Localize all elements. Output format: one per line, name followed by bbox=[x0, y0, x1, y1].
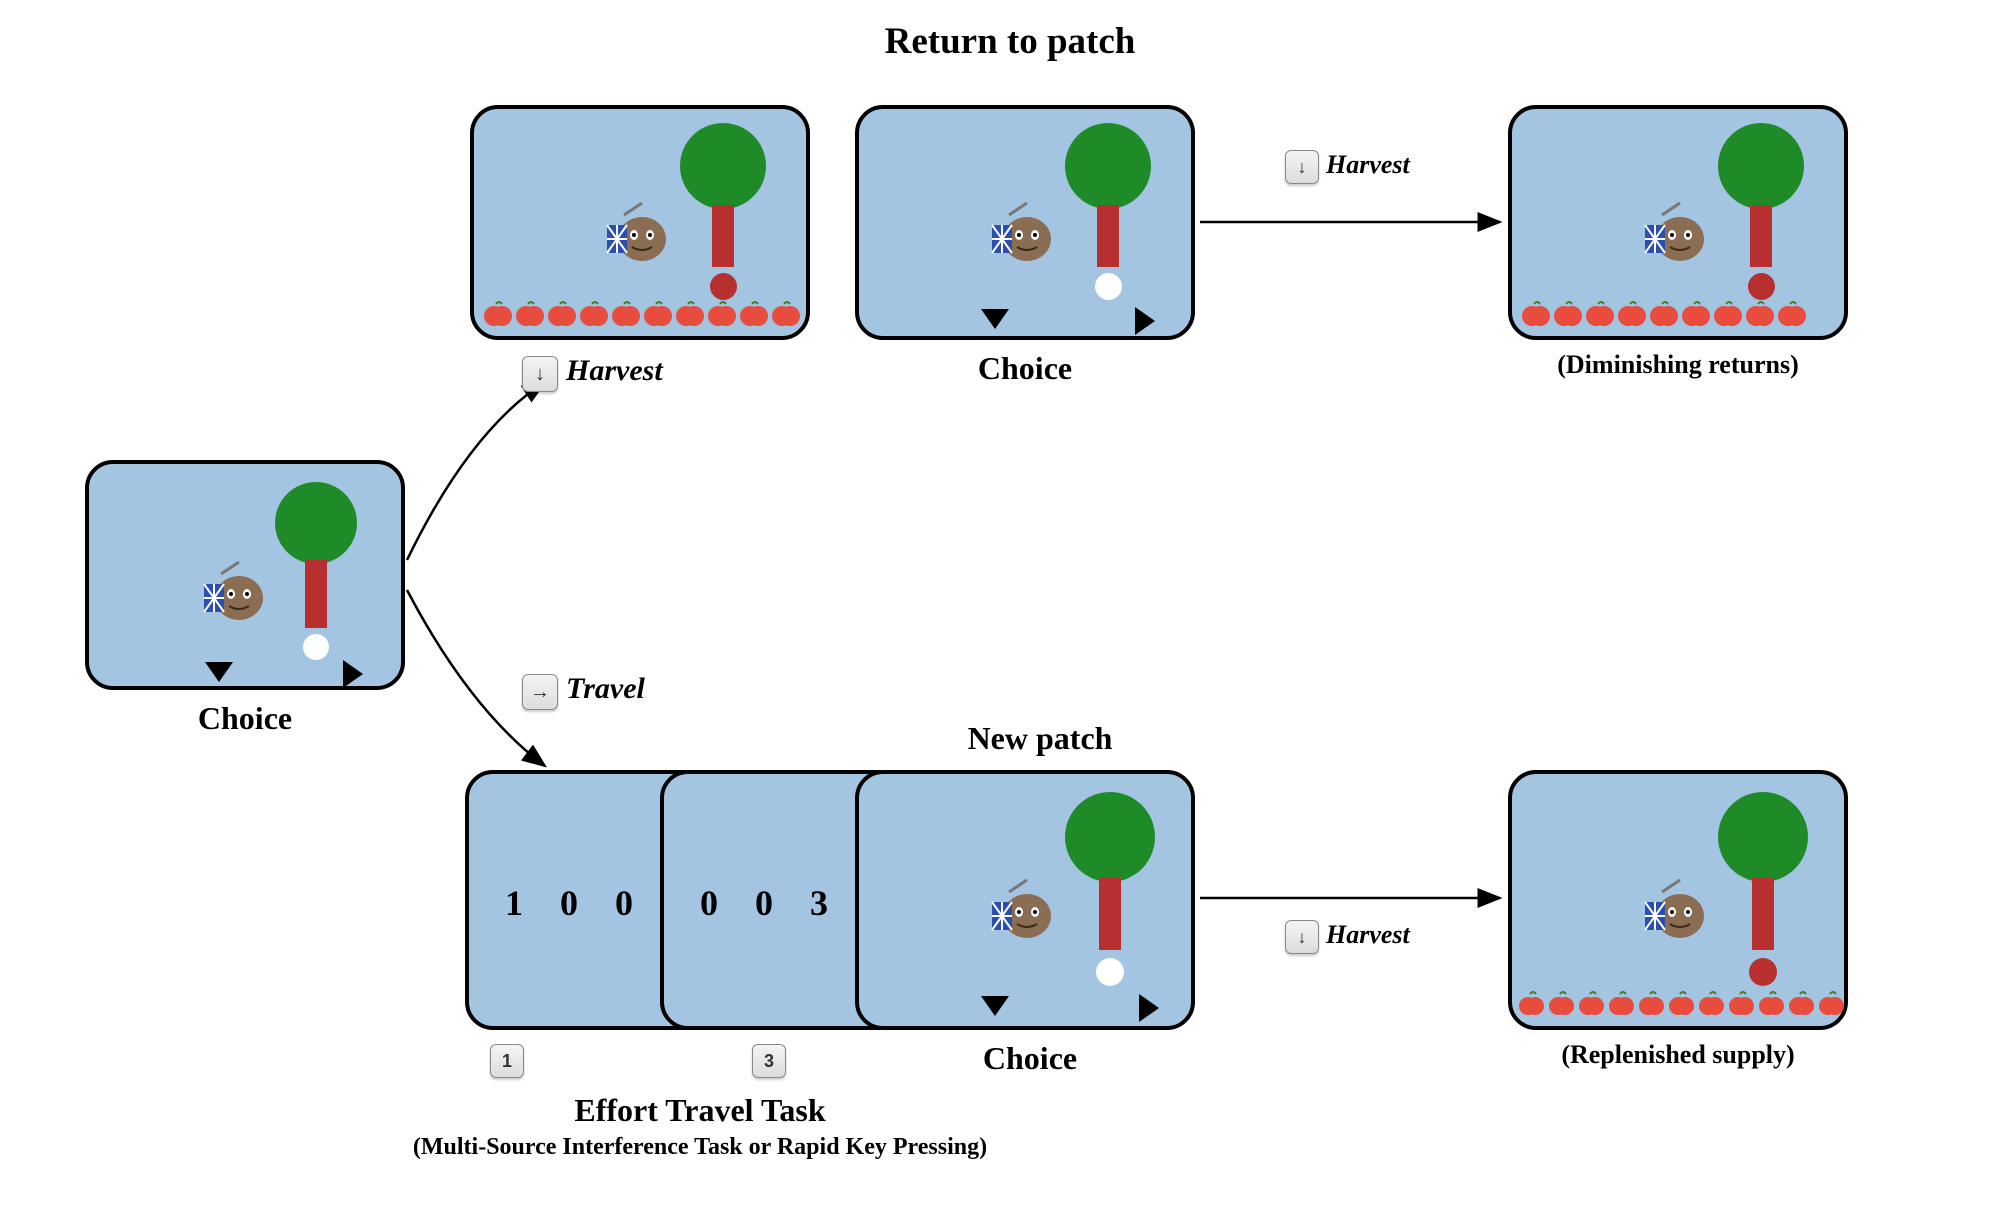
panel-choice-top bbox=[855, 105, 1195, 340]
harvest-label-3: Harvest bbox=[1326, 920, 1410, 950]
right-arrow-icon bbox=[1135, 307, 1155, 335]
fruit-dot-icon bbox=[1749, 958, 1777, 986]
down-arrow-icon bbox=[981, 996, 1009, 1016]
tree-canopy-icon bbox=[680, 123, 766, 209]
right-arrow-icon bbox=[343, 660, 363, 688]
fruit-dot-icon bbox=[1096, 958, 1124, 986]
panel-initial-choice bbox=[85, 460, 405, 690]
choice-label-bottom: Choice bbox=[870, 1040, 1190, 1077]
key-right-icon: → bbox=[522, 674, 558, 710]
harvest-label-2: Harvest bbox=[1326, 150, 1410, 180]
harvest-label-1: Harvest bbox=[566, 354, 663, 388]
tree-canopy-icon bbox=[1065, 123, 1151, 209]
tree-trunk-icon bbox=[1097, 205, 1119, 267]
key-down-icon: ↓ bbox=[1285, 150, 1319, 184]
tree-canopy-icon bbox=[1718, 123, 1804, 209]
tree-trunk-icon bbox=[305, 560, 327, 628]
fruit-dot-icon bbox=[1748, 273, 1775, 300]
tree-trunk-icon bbox=[1750, 205, 1772, 267]
avatar-icon bbox=[1640, 874, 1710, 944]
key-1-icon: 1 bbox=[490, 1044, 524, 1078]
effort-subtitle: (Multi-Source Interference Task or Rapid… bbox=[340, 1134, 1060, 1161]
tree-trunk-icon bbox=[1752, 878, 1774, 950]
avatar-icon bbox=[602, 197, 672, 267]
diminishing-label: (Diminishing returns) bbox=[1508, 350, 1848, 380]
fruit-dot-icon bbox=[303, 634, 329, 660]
choice-label-initial: Choice bbox=[85, 700, 405, 737]
effort-title: Effort Travel Task bbox=[430, 1092, 970, 1129]
avatar-icon bbox=[1640, 197, 1710, 267]
replenished-label: (Replenished supply) bbox=[1508, 1040, 1848, 1070]
key-down-icon: ↓ bbox=[1285, 920, 1319, 954]
choice-label-top: Choice bbox=[855, 350, 1195, 387]
panel-replenished bbox=[1508, 770, 1848, 1030]
apple-row-icon bbox=[480, 298, 808, 330]
panel-choice-bottom bbox=[855, 770, 1195, 1030]
right-arrow-icon bbox=[1139, 994, 1159, 1022]
panel-harvest-result bbox=[470, 105, 810, 340]
fruit-dot-icon bbox=[710, 273, 737, 300]
down-arrow-icon bbox=[981, 309, 1009, 329]
tree-canopy-icon bbox=[275, 482, 357, 564]
panel-diminishing bbox=[1508, 105, 1848, 340]
travel-label: Travel bbox=[566, 672, 645, 706]
down-arrow-icon bbox=[205, 662, 233, 682]
tree-canopy-icon bbox=[1065, 792, 1155, 882]
tree-trunk-icon bbox=[1099, 878, 1121, 950]
effort-numbers-2: 0 0 3 bbox=[700, 882, 842, 924]
new-patch-heading: New patch bbox=[870, 720, 1210, 757]
return-to-patch-heading: Return to patch bbox=[760, 20, 1260, 63]
avatar-icon bbox=[987, 197, 1057, 267]
avatar-icon bbox=[199, 556, 269, 626]
fruit-dot-icon bbox=[1095, 273, 1122, 300]
apple-row-icon bbox=[1516, 988, 1848, 1020]
tree-trunk-icon bbox=[712, 205, 734, 267]
key-down-icon: ↓ bbox=[522, 356, 558, 392]
avatar-icon bbox=[987, 874, 1057, 944]
apple-row-icon bbox=[1518, 298, 1818, 330]
effort-numbers-1: 1 0 0 bbox=[505, 882, 647, 924]
key-3-icon: 3 bbox=[752, 1044, 786, 1078]
tree-canopy-icon bbox=[1718, 792, 1808, 882]
